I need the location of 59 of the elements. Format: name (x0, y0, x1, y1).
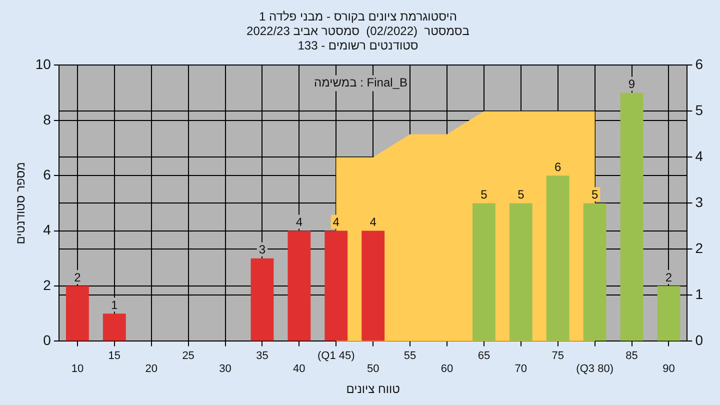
y-tick-label: 10 (35, 56, 52, 72)
data-label: 2 (665, 270, 672, 284)
x-tick-label: 30 (219, 363, 232, 376)
y2-tick-label: 3 (695, 194, 704, 210)
y2-tick-label: 5 (695, 102, 704, 118)
data-label: 4 (370, 215, 377, 230)
x-tick-label: 15 (108, 350, 121, 362)
bar (250, 258, 274, 341)
y-tick-label: 6 (43, 166, 52, 182)
bar (362, 230, 385, 341)
data-label: 5 (518, 188, 525, 202)
y2-tick-label: 0 (695, 332, 704, 348)
bar (472, 203, 496, 341)
bar (288, 230, 311, 341)
bar (657, 286, 680, 341)
data-label: 4 (332, 215, 340, 230)
data-label: 5 (591, 188, 598, 202)
y2-tick-label: 6 (695, 56, 704, 72)
x-tick-label: 60 (440, 363, 454, 376)
x-tick-label: 65 (478, 350, 490, 362)
x-tick-label: 75 (552, 350, 564, 362)
x-tick-label: 55 (404, 350, 416, 362)
annotation: במשימה : Final_B (314, 76, 408, 90)
x-tick-label: 25 (182, 350, 194, 362)
y-tick-label: 0 (43, 332, 52, 348)
y-tick-label: 2 (43, 276, 52, 293)
x-tick-label: 40 (293, 363, 306, 376)
y2-tick-label: 2 (695, 240, 704, 256)
bar (509, 203, 532, 341)
x-tick-label: 20 (145, 363, 158, 376)
data-label: 2 (74, 270, 82, 284)
y2-tick-label: 4 (695, 148, 704, 164)
x-tick-label: (Q1 45) (317, 350, 355, 362)
data-label: 5 (480, 188, 488, 202)
bar (546, 176, 570, 341)
bar (620, 92, 644, 341)
x-tick-label: (Q3 80) (576, 363, 614, 376)
bar (102, 314, 126, 341)
data-label: 9 (628, 77, 636, 92)
y2-tick-label: 1 (695, 286, 704, 302)
data-label: 6 (554, 160, 562, 174)
data-label: 1 (111, 298, 118, 312)
x-tick-label: 10 (71, 363, 84, 376)
x-tick-label: 90 (662, 363, 675, 376)
x-tick-label: 50 (366, 363, 380, 376)
y-axis-title: מספר סטודנטים (14, 162, 28, 244)
data-label: 4 (296, 215, 303, 230)
bar (66, 286, 89, 341)
chart-subtitle: בסמסטר (02/2022) סמסטר אביב 2022/23 סטודנטים רשומים - 133 (246, 24, 470, 52)
x-tick-label: 35 (256, 350, 268, 362)
chart-title: היסטוגרמת ציונים בקורס - מבני פלדה 1 (259, 10, 457, 24)
data-label: 3 (258, 242, 266, 257)
bar (583, 203, 606, 341)
bar (324, 230, 348, 341)
x-axis-title: טווח ציונים (346, 382, 400, 396)
x-tick-label: 85 (626, 350, 638, 362)
x-tick-label: 70 (514, 363, 528, 376)
y-tick-label: 8 (43, 111, 52, 128)
y-tick-label: 4 (43, 222, 52, 238)
